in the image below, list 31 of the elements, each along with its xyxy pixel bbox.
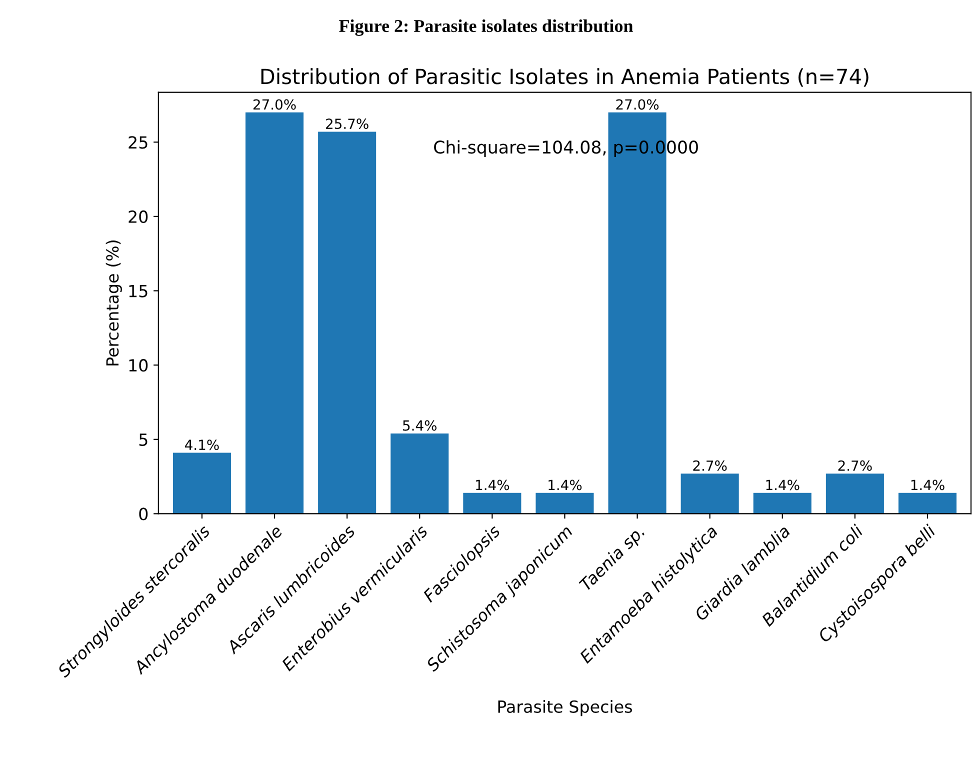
data-label: 2.7% — [693, 460, 727, 471]
y-tick-label: 25 — [128, 136, 148, 149]
x-axis-title: Parasite Species — [498, 700, 632, 716]
y-tick-label: 15 — [129, 284, 148, 298]
bar — [536, 492, 594, 514]
data-label: 1.4% — [476, 480, 510, 490]
data-label: 1.4% — [911, 480, 944, 490]
bar — [463, 492, 522, 514]
chart-subtitle: Distribution of Parasitic Isolates in Anemia Patients (n=74) — [261, 68, 868, 87]
bar — [390, 433, 449, 514]
data-label: 27.0% — [616, 99, 659, 110]
data-label: 4.1% — [185, 440, 219, 450]
data-label: 25.7% — [326, 118, 368, 130]
bar — [172, 452, 231, 514]
data-label: 1.4% — [766, 480, 800, 490]
y-tick-label: 0 — [139, 508, 148, 520]
data-label: 27.0% — [253, 99, 296, 110]
data-label: 2.7% — [838, 460, 872, 471]
y-axis-title: Percentage (%) — [106, 240, 122, 366]
y-tick-label: 5 — [139, 434, 148, 446]
data-label: 1.4% — [548, 480, 582, 490]
chart-title: Figure 2: Parasite isolates distribution — [339, 19, 634, 36]
y-tick-label: 10 — [129, 359, 148, 372]
bar — [753, 492, 812, 514]
bar — [318, 132, 376, 514]
bar — [826, 474, 884, 514]
data-label: 5.4% — [403, 420, 437, 431]
bar — [680, 474, 739, 514]
y-tick-label: 20 — [128, 210, 148, 224]
bar — [898, 492, 957, 514]
bar — [246, 112, 304, 514]
